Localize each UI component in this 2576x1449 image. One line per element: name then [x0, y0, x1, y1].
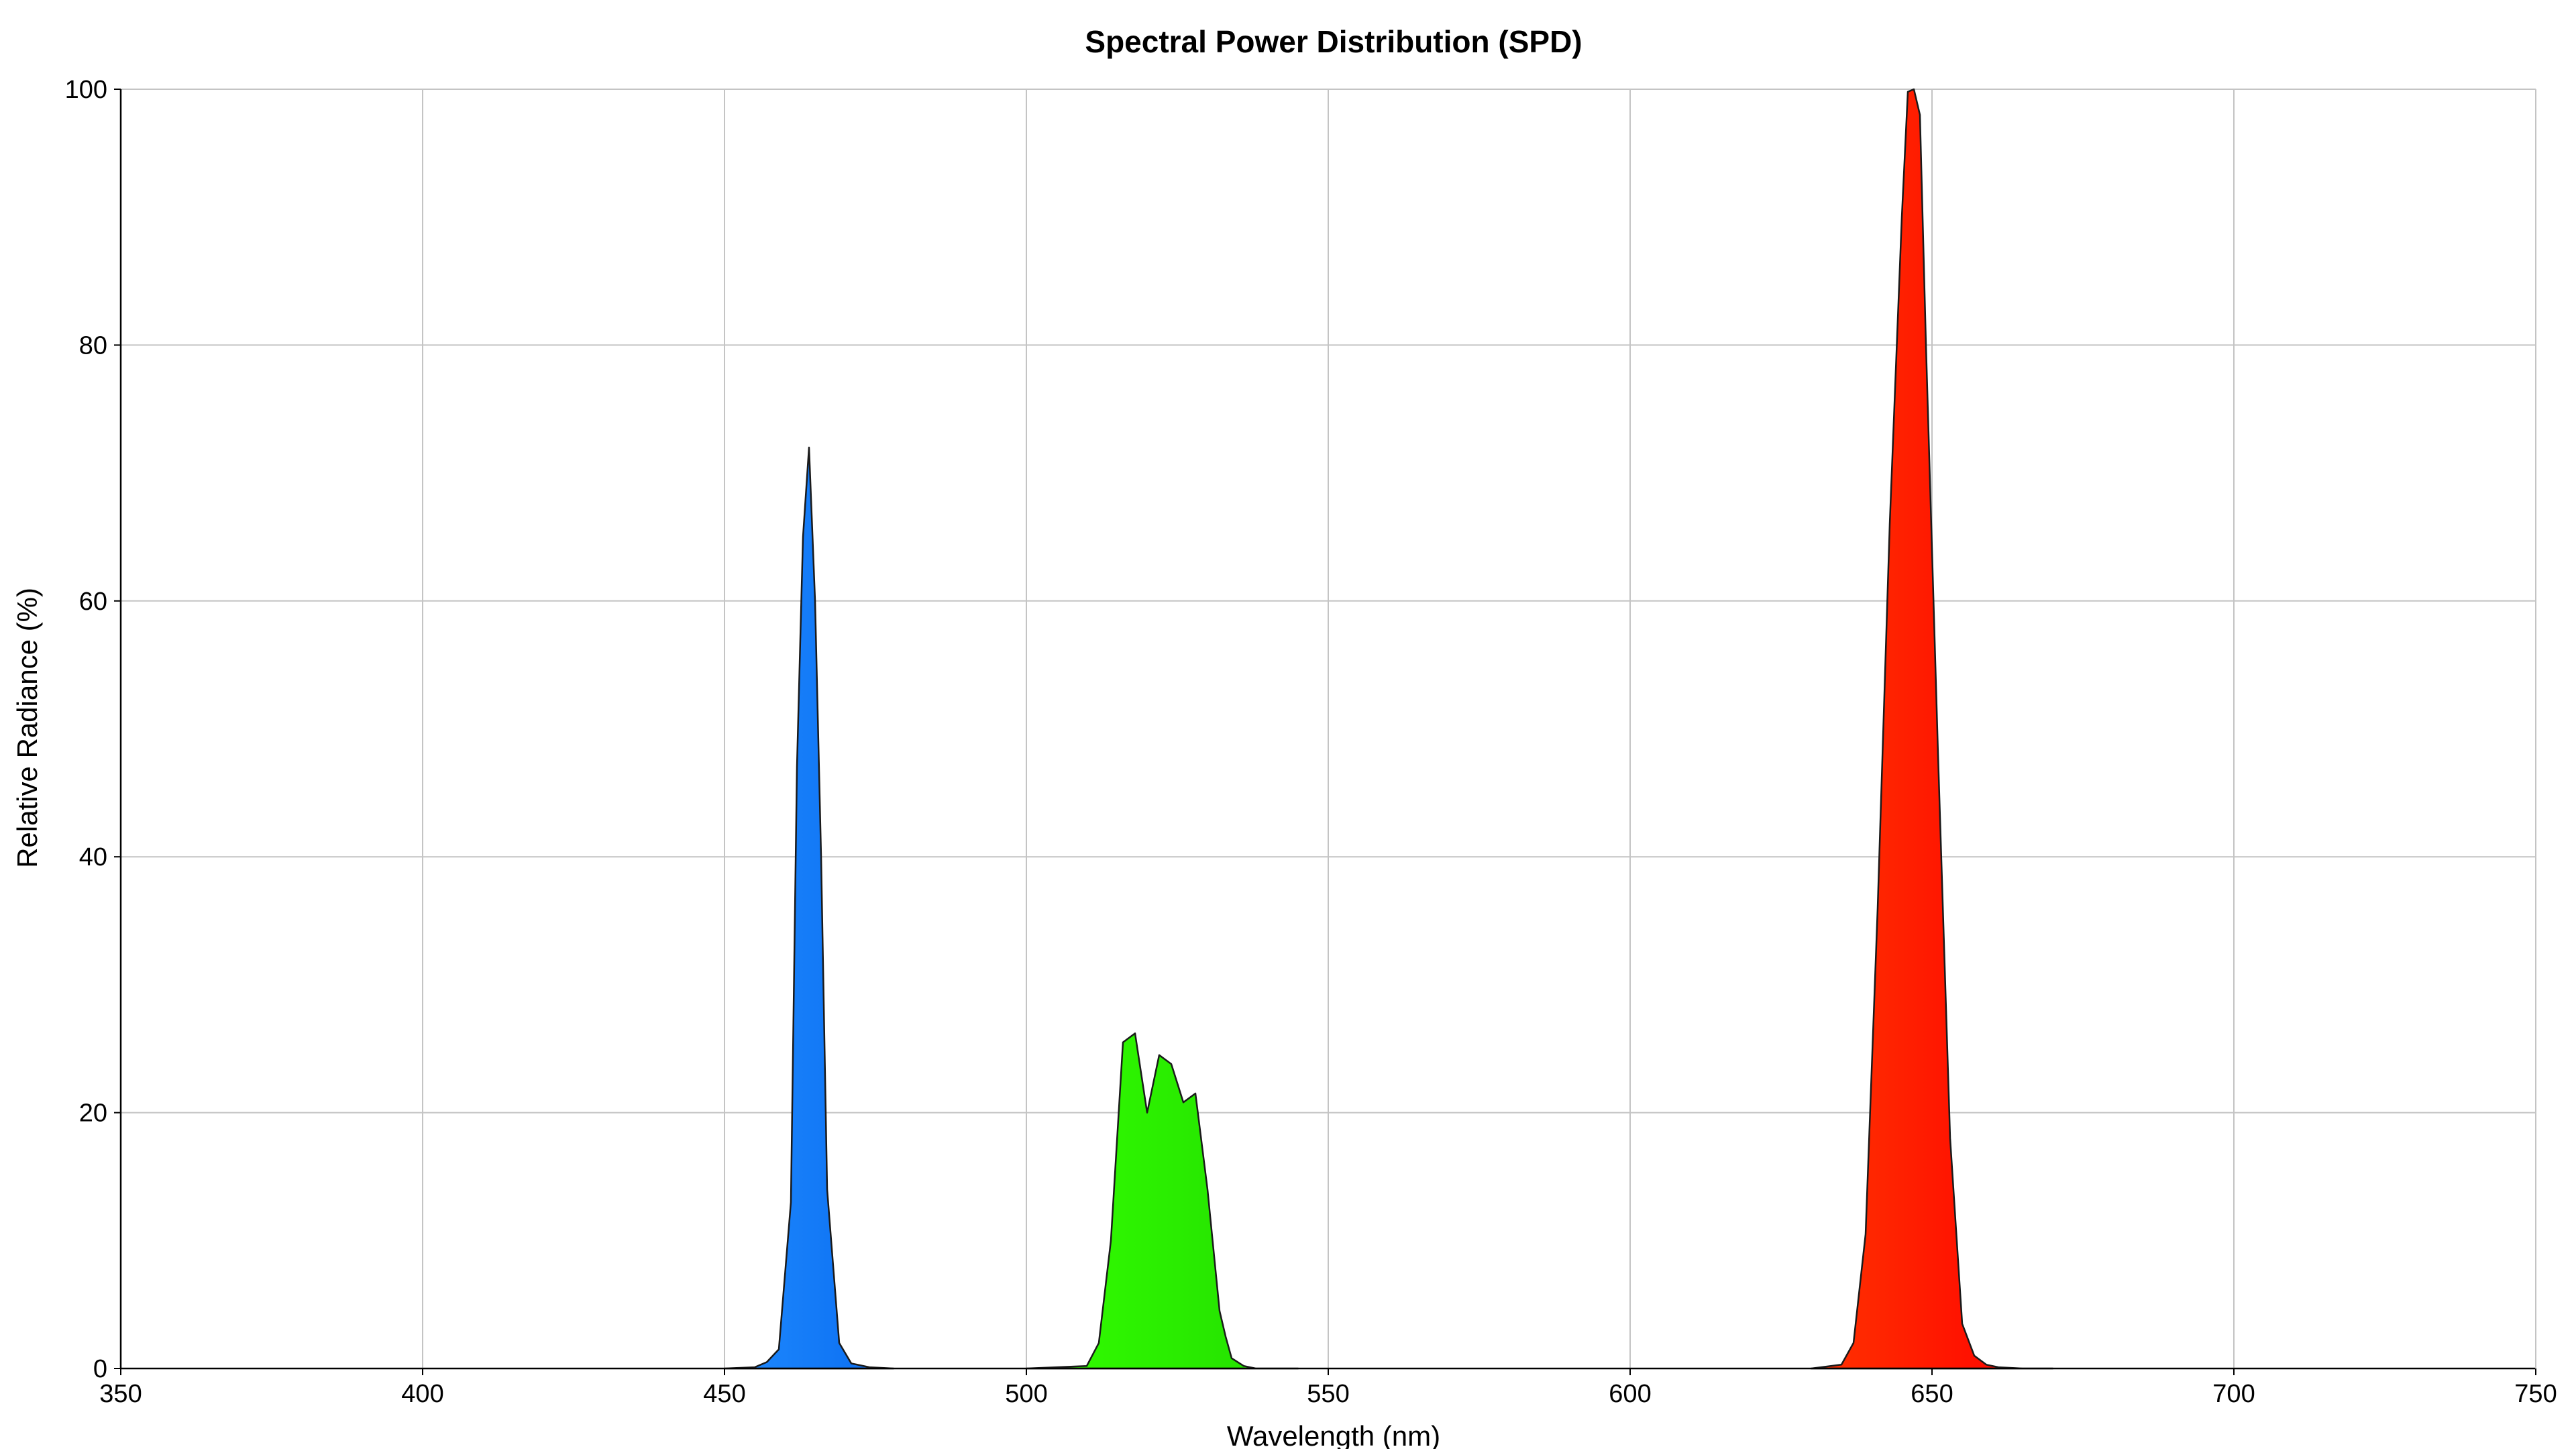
- spectrum-area-1: [723, 446, 895, 1370]
- y-tick-label: 40: [79, 843, 107, 871]
- x-tick-label: 550: [1307, 1380, 1349, 1408]
- spectrum-area-3: [1810, 88, 2054, 1370]
- series-areas: [723, 88, 2054, 1370]
- y-tick-label: 0: [93, 1355, 107, 1383]
- x-tick-labels: 350 400 450 500 550 600 650 700 750: [99, 1368, 2557, 1408]
- x-tick-label: 350: [99, 1380, 142, 1408]
- x-tick-label: 400: [401, 1380, 443, 1408]
- chart-title: Spectral Power Distribution (SPD): [1085, 24, 1582, 59]
- y-tick-label: 80: [79, 331, 107, 360]
- x-tick-label: 750: [2514, 1380, 2557, 1408]
- x-tick-label: 500: [1005, 1380, 1047, 1408]
- y-tick-labels: 0 20 40 60 80 100: [65, 76, 121, 1383]
- x-axis-label: Wavelength (nm): [1227, 1420, 1440, 1449]
- y-tick-label: 60: [79, 588, 107, 616]
- x-tick-label: 450: [703, 1380, 745, 1408]
- y-axis-label: Relative Radiance (%): [11, 588, 43, 868]
- spectrum-area-2: [1025, 1032, 1299, 1370]
- x-tick-label: 700: [2212, 1380, 2255, 1408]
- x-tick-label: 600: [1609, 1380, 1651, 1408]
- y-tick-label: 100: [65, 76, 107, 104]
- y-tick-label: 20: [79, 1099, 107, 1128]
- x-tick-label: 650: [1911, 1380, 1953, 1408]
